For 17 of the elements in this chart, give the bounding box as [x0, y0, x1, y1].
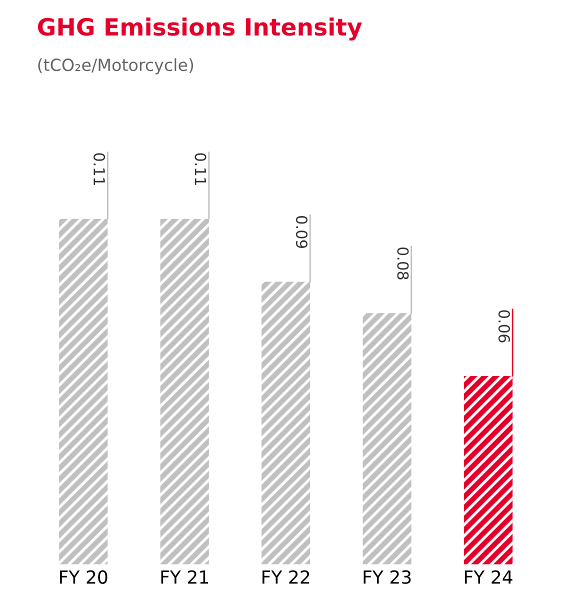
bar — [160, 218, 209, 564]
bar — [464, 376, 513, 564]
bar — [362, 313, 412, 564]
x-tick-label: FY 20 — [60, 570, 108, 584]
bar — [262, 282, 310, 564]
x-tick-label: FY 22 — [262, 570, 310, 584]
bar — [59, 218, 108, 564]
x-tick-label: FY 21 — [161, 570, 208, 584]
data-label: 0.09 — [296, 216, 308, 248]
x-tick-label: FY 24 — [464, 570, 512, 584]
chart-subtitle: (tCO₂e/Motorcycle) — [38, 58, 194, 74]
data-label: 0.11 — [194, 153, 206, 185]
data-label: 0.06 — [498, 310, 510, 342]
x-tick-label: FY 23 — [364, 570, 411, 584]
data-label: 0.11 — [94, 153, 106, 185]
chart-title: GHG Emissions Intensity — [38, 18, 362, 41]
data-label: 0.08 — [397, 247, 409, 280]
